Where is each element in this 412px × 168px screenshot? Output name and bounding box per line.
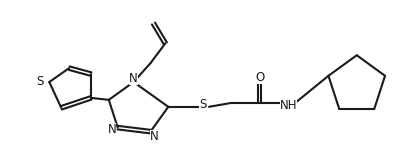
Text: S: S xyxy=(37,75,44,88)
Text: NH: NH xyxy=(280,99,297,112)
Text: N: N xyxy=(129,72,138,85)
Text: S: S xyxy=(199,98,207,111)
Text: N: N xyxy=(150,130,159,143)
Text: O: O xyxy=(255,71,264,83)
Text: N: N xyxy=(108,123,116,136)
